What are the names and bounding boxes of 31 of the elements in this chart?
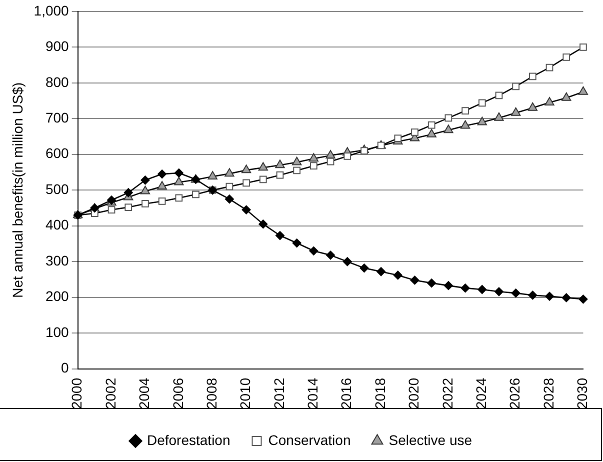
- y-tick-label: 800: [45, 74, 70, 90]
- y-tick-label: 1,000: [34, 2, 70, 18]
- y-tick-label: 300: [45, 252, 70, 268]
- y-tick-label: 600: [45, 145, 70, 162]
- x-tick-label: 2006: [170, 378, 186, 410]
- x-tick-label: 2012: [270, 378, 287, 410]
- x-tick-label: 2022: [439, 378, 456, 410]
- x-tick-label: 2028: [540, 378, 556, 410]
- legend-label: Conservation: [268, 432, 351, 448]
- y-tick-label: 700: [45, 109, 70, 126]
- y-tick-label: 400: [45, 216, 70, 233]
- x-tick-label: 2024: [472, 378, 489, 410]
- legend-label: Deforestation: [146, 432, 230, 448]
- x-tick-label: 2008: [203, 378, 220, 410]
- y-axis-title: Net annual benefits(in million US$): [9, 82, 26, 298]
- y-tick-label: 200: [45, 288, 70, 304]
- x-tick-label: 2004: [136, 378, 152, 410]
- x-tick-label: 2000: [68, 378, 85, 410]
- legend-label: Selective use: [388, 432, 472, 448]
- x-tick-label: 2030: [574, 378, 590, 410]
- x-tick-label: 2002: [102, 378, 118, 410]
- x-tick-label: 2026: [506, 378, 523, 410]
- x-tick-label: 2010: [237, 378, 254, 410]
- y-tick-label: 900: [45, 38, 70, 54]
- y-tick-label: 0: [61, 360, 70, 376]
- y-tick-label: 500: [45, 180, 70, 197]
- x-tick-label: 2020: [406, 378, 422, 410]
- x-tick-label: 2014: [304, 378, 321, 410]
- x-tick-label: 2016: [338, 378, 354, 410]
- y-tick-label: 100: [45, 324, 70, 340]
- x-tick-label: 2018: [372, 378, 388, 410]
